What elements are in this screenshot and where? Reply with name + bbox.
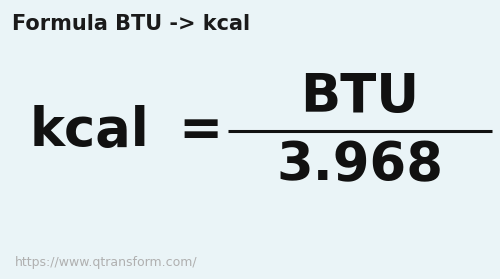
Text: Formula BTU -> kcal: Formula BTU -> kcal — [12, 14, 250, 34]
Text: =: = — [178, 105, 222, 157]
Text: BTU: BTU — [300, 71, 420, 123]
Text: https://www.qtransform.com/: https://www.qtransform.com/ — [15, 256, 198, 269]
Text: 3.968: 3.968 — [276, 139, 444, 191]
Text: kcal: kcal — [30, 105, 150, 157]
